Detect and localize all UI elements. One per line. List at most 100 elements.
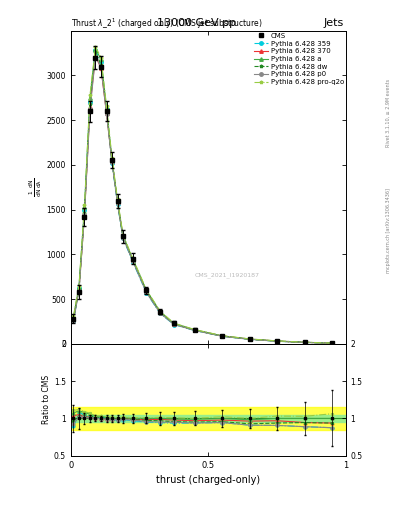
Pythia 6.428 a — [192, 327, 197, 333]
Pythia 6.428 359 — [104, 106, 109, 113]
Pythia 6.428 dw — [192, 327, 197, 333]
Pythia 6.428 dw — [330, 340, 334, 346]
Pythia 6.428 pro-q2o — [82, 202, 87, 208]
Pythia 6.428 370 — [130, 257, 135, 263]
Pythia 6.428 a — [77, 284, 81, 290]
Pythia 6.428 dw — [71, 316, 76, 323]
Pythia 6.428 pro-q2o — [158, 308, 163, 314]
Pythia 6.428 370 — [93, 53, 98, 59]
Text: Jets: Jets — [323, 18, 344, 28]
Pythia 6.428 dw — [88, 101, 92, 107]
Pythia 6.428 dw — [104, 108, 109, 114]
Pythia 6.428 p0 — [275, 338, 279, 345]
Pythia 6.428 359 — [192, 327, 197, 333]
Pythia 6.428 a — [144, 287, 149, 293]
Pythia 6.428 p0 — [71, 317, 76, 324]
Pythia 6.428 p0 — [330, 340, 334, 346]
Pythia 6.428 359 — [302, 339, 307, 346]
Text: 13000 GeV pp: 13000 GeV pp — [157, 18, 236, 28]
Text: CMS_2021_I1920187: CMS_2021_I1920187 — [195, 272, 260, 278]
Pythia 6.428 p0 — [82, 212, 87, 218]
Pythia 6.428 370 — [77, 286, 81, 292]
Pythia 6.428 pro-q2o — [104, 103, 109, 109]
Pythia 6.428 pro-q2o — [302, 339, 307, 345]
Text: Thrust $\lambda\_2^1$ (charged only) (CMS jet substructure): Thrust $\lambda\_2^1$ (charged only) (CM… — [71, 16, 262, 31]
Pythia 6.428 a — [82, 204, 87, 210]
Pythia 6.428 dw — [121, 234, 125, 241]
Line: Pythia 6.428 pro-q2o: Pythia 6.428 pro-q2o — [72, 45, 334, 345]
Line: Pythia 6.428 359: Pythia 6.428 359 — [72, 49, 334, 345]
Bar — [71, 415, 346, 422]
Pythia 6.428 370 — [330, 340, 334, 346]
Pythia 6.428 p0 — [115, 200, 120, 206]
Pythia 6.428 a — [110, 157, 114, 163]
Pythia 6.428 p0 — [93, 54, 98, 60]
Pythia 6.428 pro-q2o — [99, 54, 103, 60]
Pythia 6.428 370 — [71, 315, 76, 321]
Pythia 6.428 370 — [220, 333, 224, 339]
Text: mcplots.cern.ch [arXiv:1306.3436]: mcplots.cern.ch [arXiv:1306.3436] — [386, 188, 391, 273]
Pythia 6.428 359 — [330, 340, 334, 346]
Line: Pythia 6.428 p0: Pythia 6.428 p0 — [72, 55, 334, 345]
Pythia 6.428 a — [99, 56, 103, 62]
Pythia 6.428 a — [220, 333, 224, 339]
Pythia 6.428 dw — [110, 158, 114, 164]
Pythia 6.428 a — [88, 95, 92, 101]
Pythia 6.428 p0 — [220, 333, 224, 339]
Pythia 6.428 p0 — [158, 310, 163, 316]
Pythia 6.428 a — [71, 314, 76, 320]
Pythia 6.428 359 — [93, 47, 98, 53]
Pythia 6.428 pro-q2o — [77, 283, 81, 289]
Pythia 6.428 pro-q2o — [115, 196, 120, 202]
Pythia 6.428 dw — [171, 321, 176, 327]
Pythia 6.428 359 — [99, 59, 103, 65]
Pythia 6.428 p0 — [302, 339, 307, 346]
Pythia 6.428 370 — [99, 65, 103, 71]
Pythia 6.428 a — [330, 340, 334, 346]
Pythia 6.428 pro-q2o — [130, 255, 135, 261]
Pythia 6.428 370 — [302, 339, 307, 346]
Line: Pythia 6.428 a: Pythia 6.428 a — [72, 47, 334, 345]
Pythia 6.428 p0 — [121, 235, 125, 241]
Pythia 6.428 359 — [220, 333, 224, 339]
Pythia 6.428 370 — [110, 158, 114, 164]
Line: Pythia 6.428 370: Pythia 6.428 370 — [72, 54, 334, 345]
Pythia 6.428 a — [171, 321, 176, 327]
Pythia 6.428 a — [93, 46, 98, 52]
Pythia 6.428 dw — [82, 210, 87, 216]
Pythia 6.428 359 — [115, 201, 120, 207]
Pythia 6.428 a — [302, 339, 307, 345]
Pythia 6.428 359 — [171, 322, 176, 328]
Pythia 6.428 pro-q2o — [330, 340, 334, 346]
Pythia 6.428 p0 — [110, 159, 114, 165]
Pythia 6.428 dw — [220, 333, 224, 339]
Pythia 6.428 359 — [110, 160, 114, 166]
X-axis label: thrust (charged-only): thrust (charged-only) — [156, 475, 260, 485]
Pythia 6.428 370 — [121, 233, 125, 240]
Pythia 6.428 pro-q2o — [121, 231, 125, 238]
Pythia 6.428 a — [104, 104, 109, 111]
Pythia 6.428 359 — [158, 310, 163, 316]
Pythia 6.428 dw — [247, 336, 252, 343]
Pythia 6.428 pro-q2o — [110, 155, 114, 161]
Pythia 6.428 p0 — [171, 321, 176, 327]
Pythia 6.428 a — [130, 256, 135, 262]
Pythia 6.428 359 — [144, 290, 149, 296]
Pythia 6.428 pro-q2o — [144, 287, 149, 293]
Pythia 6.428 dw — [130, 257, 135, 263]
Pythia 6.428 359 — [247, 336, 252, 343]
Pythia 6.428 359 — [82, 206, 87, 212]
Pythia 6.428 pro-q2o — [71, 313, 76, 319]
Pythia 6.428 pro-q2o — [171, 320, 176, 326]
Pythia 6.428 359 — [71, 318, 76, 325]
Pythia 6.428 370 — [158, 309, 163, 315]
Bar — [71, 407, 346, 430]
Pythia 6.428 359 — [77, 285, 81, 291]
Pythia 6.428 p0 — [77, 288, 81, 294]
Pythia 6.428 p0 — [88, 106, 92, 113]
Pythia 6.428 pro-q2o — [93, 44, 98, 50]
Pythia 6.428 pro-q2o — [220, 333, 224, 339]
Pythia 6.428 p0 — [99, 65, 103, 71]
Pythia 6.428 dw — [144, 288, 149, 294]
Pythia 6.428 dw — [302, 339, 307, 346]
